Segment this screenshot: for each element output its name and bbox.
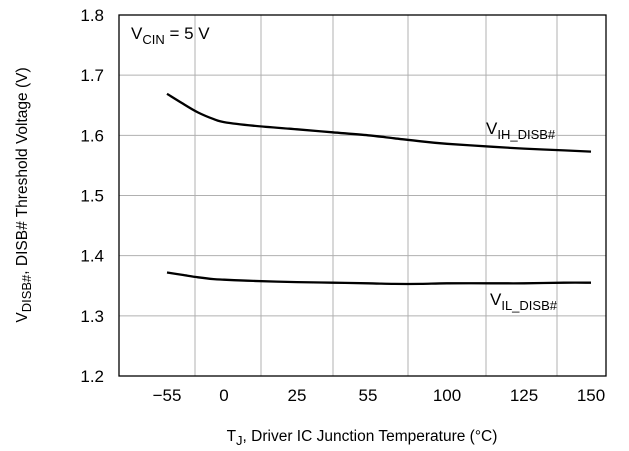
x-tick-label: 0 bbox=[219, 386, 228, 405]
y-tick-label: 1.6 bbox=[80, 126, 104, 145]
y-tick-label: 1.2 bbox=[80, 367, 104, 386]
x-tick-label: 100 bbox=[433, 386, 461, 405]
y-axis-title: VDISB#, DISB# Threshold Voltage (V) bbox=[14, 67, 34, 322]
x-tick-label: 55 bbox=[359, 386, 378, 405]
y-tick-label: 1.7 bbox=[80, 66, 104, 85]
plot-frame bbox=[118, 14, 607, 377]
x-tick-label: −55 bbox=[153, 386, 182, 405]
gridlines bbox=[119, 15, 606, 376]
series-label-vil: VIL_DISB# bbox=[490, 290, 558, 313]
series-line-vil bbox=[166, 271, 592, 286]
y-tick-label: 1.8 bbox=[80, 6, 104, 25]
x-tick-labels: −55 0 25 55 100 125 150 bbox=[153, 386, 606, 405]
x-tick-label: 25 bbox=[288, 386, 307, 405]
series-lines bbox=[166, 92, 592, 286]
y-tick-label: 1.4 bbox=[80, 247, 104, 266]
condition-annotation: VCIN = 5 V bbox=[131, 24, 210, 47]
y-tick-label: 1.3 bbox=[80, 307, 104, 326]
series-label-vih: VIH_DISB# bbox=[486, 119, 556, 142]
y-tick-labels: 1.2 1.3 1.4 1.5 1.6 1.7 1.8 bbox=[80, 6, 104, 386]
x-tick-label: 125 bbox=[510, 386, 538, 405]
series-line-vih bbox=[166, 92, 592, 153]
y-tick-label: 1.5 bbox=[80, 187, 104, 206]
x-tick-label: 150 bbox=[577, 386, 605, 405]
x-axis-title: TJ, Driver IC Junction Temperature (°C) bbox=[227, 428, 498, 448]
